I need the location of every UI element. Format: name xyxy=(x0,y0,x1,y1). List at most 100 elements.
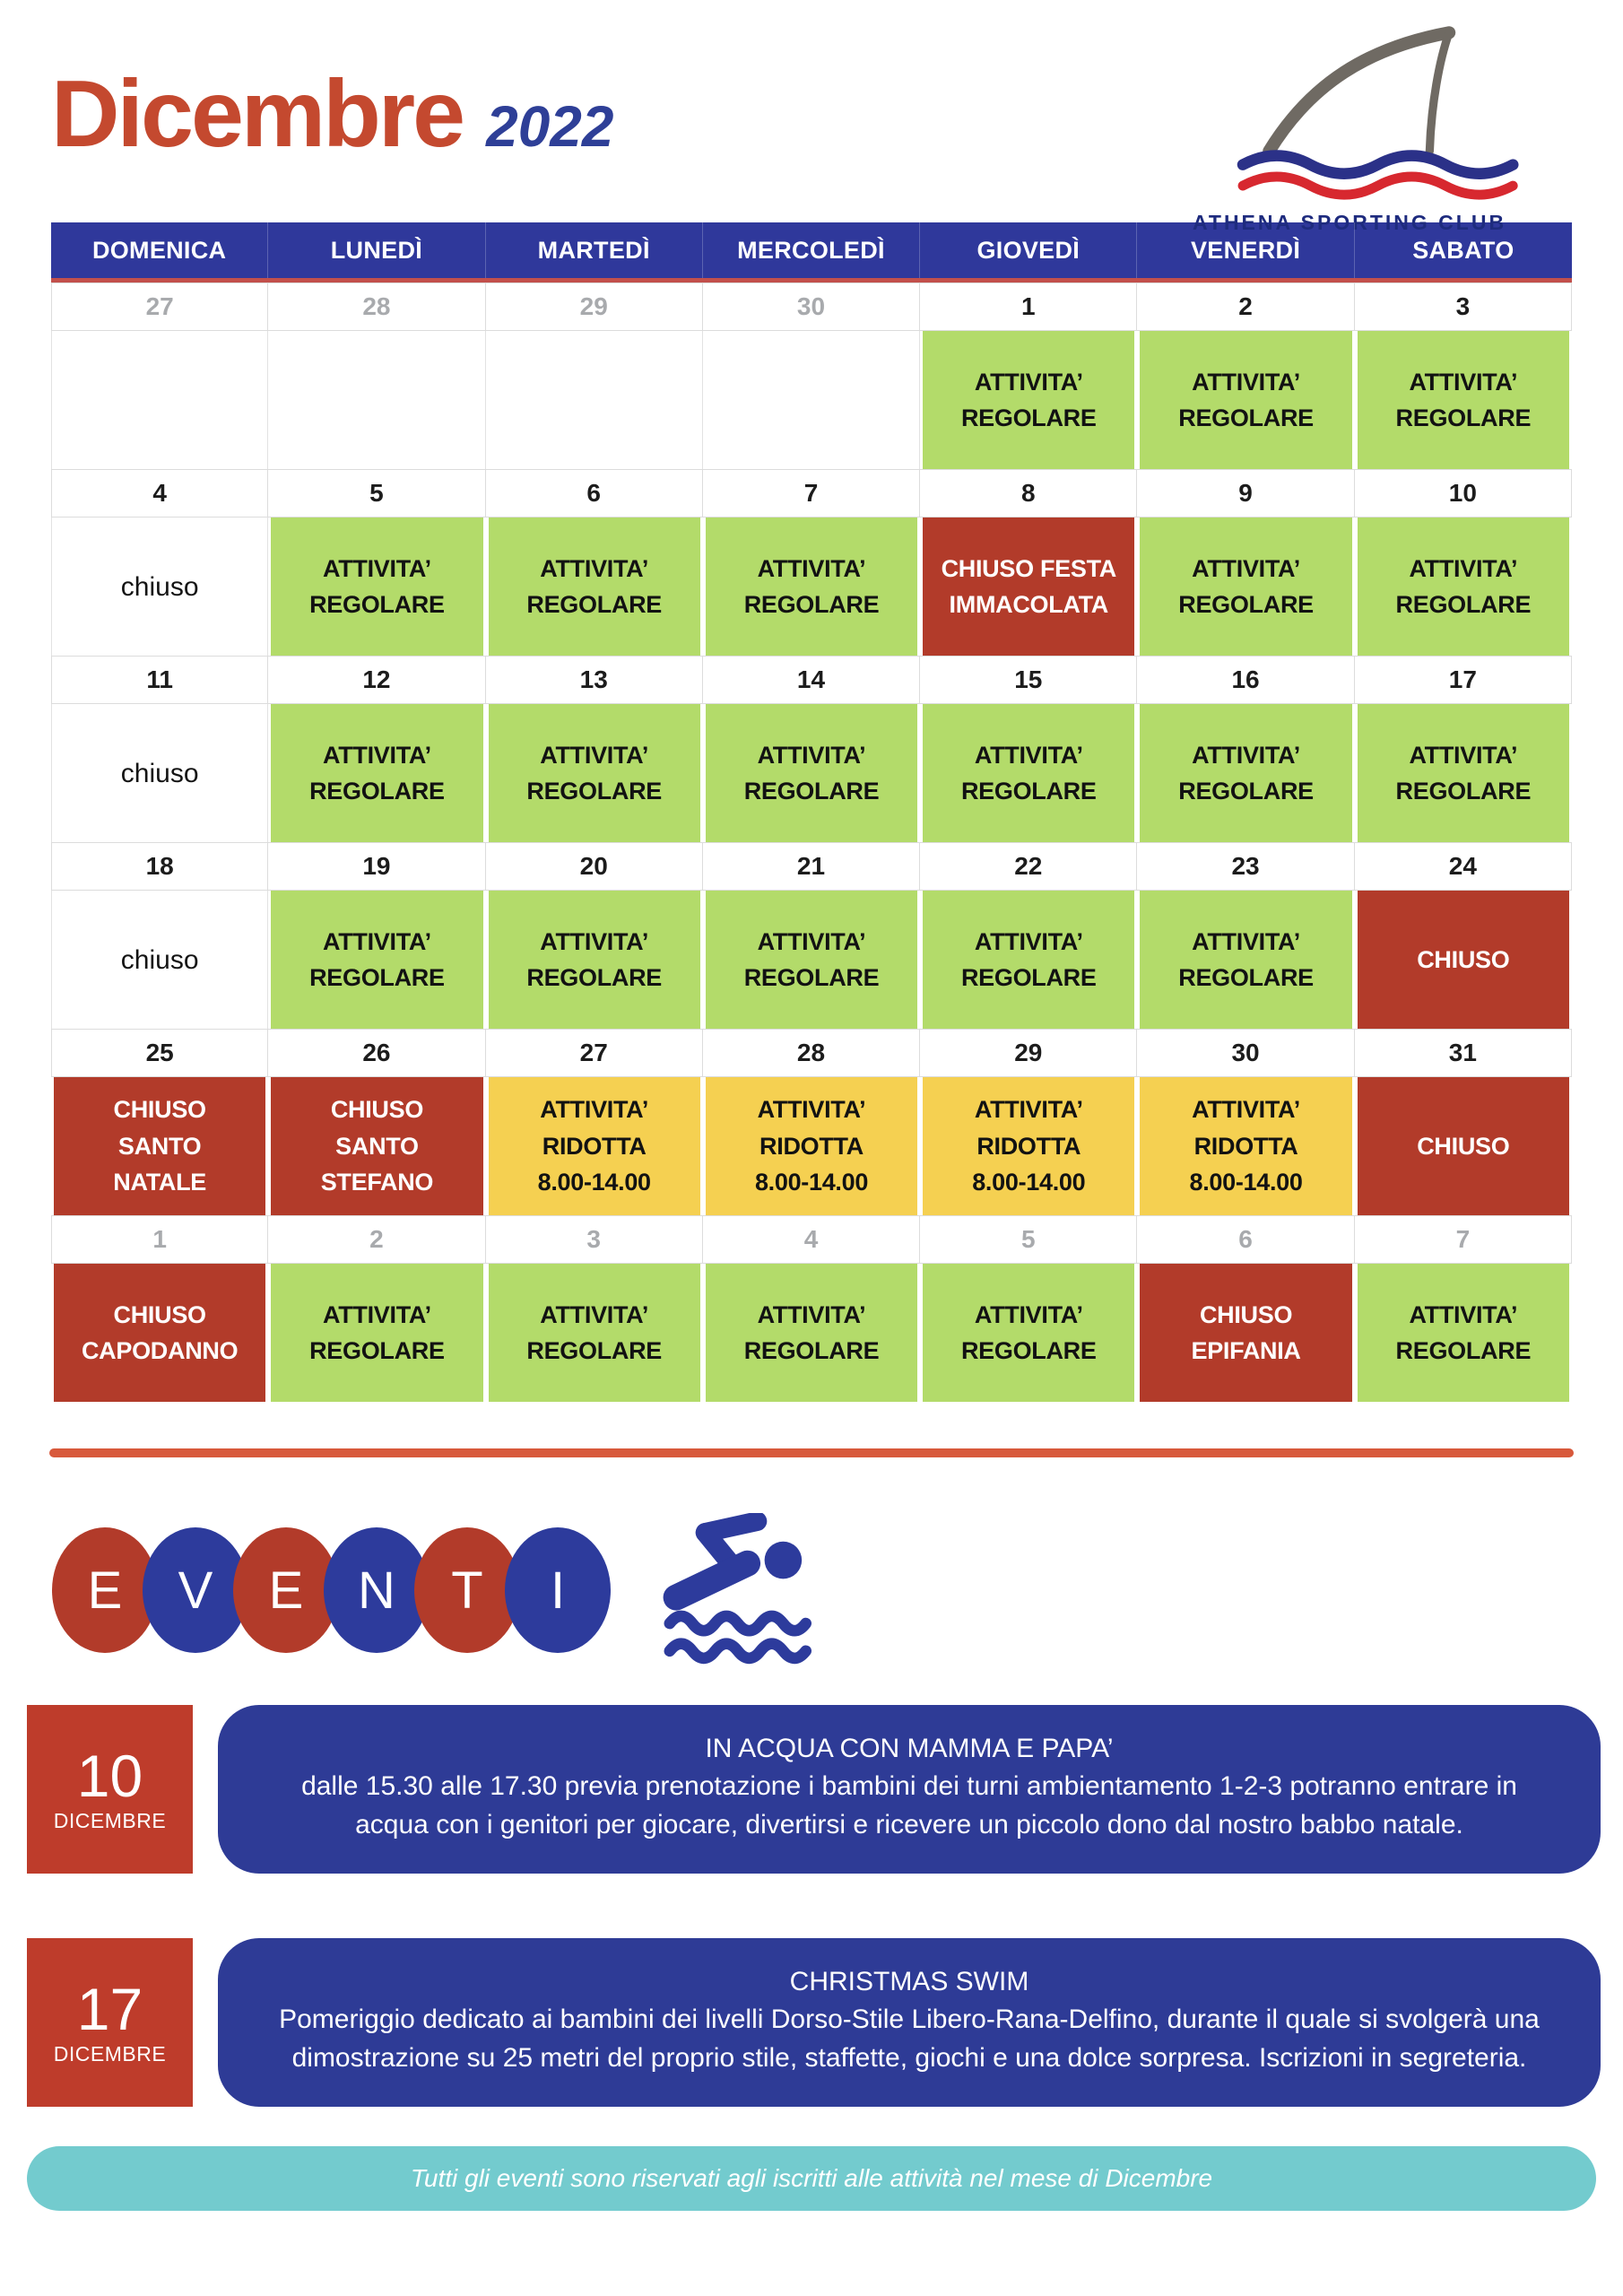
day-header: DOMENICA xyxy=(51,222,269,278)
date-cell: 2 xyxy=(1137,283,1355,330)
activity-cell-closed: CHIUSO SANTO STEFANO xyxy=(268,1077,486,1215)
activity-cell-regular: ATTIVITA’ REGOLARE xyxy=(268,891,486,1029)
activity-row: chiuso ATTIVITA’ REGOLARE ATTIVITA’ REGOLARE… xyxy=(51,704,1572,842)
activity-cell-reduced: ATTIVITA’ RIDOTTA 8.00-14.00 xyxy=(485,1077,703,1215)
club-name: ATHENA SPORTING CLUB xyxy=(1193,211,1507,234)
month-title: Dicembre xyxy=(51,61,465,167)
activity-cell-regular: ATTIVITA’ REGOLARE xyxy=(1354,517,1572,656)
activity-cell-regular: ATTIVITA’ REGOLARE xyxy=(702,704,921,842)
swimmer-icon xyxy=(663,1513,812,1665)
activity-cell-regular: ATTIVITA’ REGOLARE xyxy=(920,1264,1138,1402)
activity-cell-regular: ATTIVITA’ REGOLARE xyxy=(1137,517,1355,656)
activity-cell-regular: ATTIVITA’ REGOLARE xyxy=(1137,331,1355,469)
day-header: LUNEDÌ xyxy=(268,222,486,278)
date-cell: 17 xyxy=(1355,657,1572,703)
event-card: IN ACQUA CON MAMMA E PAPA’ dalle 15.30 a… xyxy=(218,1705,1601,1874)
event-date-number: 17 xyxy=(76,1975,143,2042)
shark-fin-waves-icon xyxy=(1237,26,1519,200)
activity-cell-regular: ATTIVITA’ REGOLARE xyxy=(485,891,703,1029)
date-cell: 1 xyxy=(51,1216,269,1263)
date-cell: 5 xyxy=(920,1216,1138,1263)
date-cell: 19 xyxy=(268,843,486,890)
eventi-letter-circle: N xyxy=(324,1527,430,1653)
date-cell: 5 xyxy=(268,470,486,517)
date-cell: 6 xyxy=(1137,1216,1355,1263)
date-cell: 4 xyxy=(51,470,269,517)
date-cell: 15 xyxy=(920,657,1138,703)
date-cell: 31 xyxy=(1355,1030,1572,1076)
activity-cell-reduced: ATTIVITA’ RIDOTTA 8.00-14.00 xyxy=(1137,1077,1355,1215)
date-cell: 30 xyxy=(1137,1030,1355,1076)
activity-row: CHIUSO SANTO NATALE CHIUSO SANTO STEFANO ATTIV… xyxy=(51,1077,1572,1215)
day-header: MERCOLEDÌ xyxy=(703,222,921,278)
eventi-letter-circle: I xyxy=(505,1527,611,1653)
event-date-number: 10 xyxy=(76,1742,143,1809)
date-cell: 6 xyxy=(486,470,703,517)
activity-cell-reduced: ATTIVITA’ RIDOTTA 8.00-14.00 xyxy=(702,1077,921,1215)
activity-cell-regular: ATTIVITA’ REGOLARE xyxy=(268,517,486,656)
activity-cell-regular: ATTIVITA’ REGOLARE xyxy=(1354,331,1572,469)
event-title: CHRISTMAS SWIM xyxy=(789,1967,1029,1997)
activity-cell-regular: ATTIVITA’ REGOLARE xyxy=(1354,1264,1572,1402)
activity-cell-empty xyxy=(702,331,921,469)
activity-cell-chiuso: chiuso xyxy=(51,891,269,1029)
date-cell: 28 xyxy=(703,1030,921,1076)
event-date-badge: 10 DICEMBRE xyxy=(27,1705,193,1874)
date-cell: 21 xyxy=(703,843,921,890)
date-cell: 25 xyxy=(51,1030,269,1076)
day-header: GIOVEDÌ xyxy=(920,222,1138,278)
date-cell: 11 xyxy=(51,657,269,703)
date-cell: 12 xyxy=(268,657,486,703)
activity-row: chiuso ATTIVITA’ REGOLARE ATTIVITA’ REGOLARE… xyxy=(51,891,1572,1029)
date-cell: 20 xyxy=(486,843,703,890)
activity-cell-regular: ATTIVITA’ REGOLARE xyxy=(702,517,921,656)
date-cell: 24 xyxy=(1355,843,1572,890)
activity-cell-reduced: ATTIVITA’ RIDOTTA 8.00-14.00 xyxy=(920,1077,1138,1215)
weekday-header-row: DOMENICA LUNEDÌ MARTEDÌ MERCOLEDÌ GIOVEDÌ VEN… xyxy=(51,222,1572,283)
activity-cell-empty xyxy=(51,331,269,469)
activity-cell-chiuso: chiuso xyxy=(51,704,269,842)
masthead: Dicembre 2022 ATHENA SPORTING CLUB xyxy=(0,0,1623,234)
activity-cell-closed: CHIUSO EPIFANIA xyxy=(1137,1264,1355,1402)
activity-cell-closed: CHIUSO xyxy=(1354,1077,1572,1215)
activity-row: chiuso ATTIVITA’ REGOLARE ATTIVITA’ REGOLARE… xyxy=(51,517,1572,656)
activity-cell-regular: ATTIVITA’ REGOLARE xyxy=(920,331,1138,469)
date-cell: 29 xyxy=(920,1030,1138,1076)
eventi-letter-circle: T xyxy=(414,1527,520,1653)
activity-cell-empty xyxy=(485,331,703,469)
activity-cell-regular: ATTIVITA’ REGOLARE xyxy=(1354,704,1572,842)
activity-cell-regular: ATTIVITA’ REGOLARE xyxy=(485,1264,703,1402)
activity-cell-closed: CHIUSO xyxy=(1354,891,1572,1029)
activity-cell-closed: CHIUSO SANTO NATALE xyxy=(51,1077,269,1215)
footer-note: Tutti gli eventi sono riservati agli isc… xyxy=(27,2146,1596,2211)
date-cell: 26 xyxy=(268,1030,486,1076)
date-cell: 27 xyxy=(51,283,269,330)
date-cell: 16 xyxy=(1137,657,1355,703)
year-title: 2022 xyxy=(486,94,614,159)
eventi-letter-circle: V xyxy=(143,1527,248,1653)
date-cell: 8 xyxy=(920,470,1138,517)
calendar-table: DOMENICA LUNEDÌ MARTEDÌ MERCOLEDÌ GIOVEDÌ VEN… xyxy=(51,222,1572,1402)
event-row: 10 DICEMBRE IN ACQUA CON MAMMA E PAPA’ d… xyxy=(27,1705,1601,1874)
date-row: 4 5 6 7 8 9 10 xyxy=(51,469,1572,517)
date-cell: 3 xyxy=(1355,283,1572,330)
event-card: CHRISTMAS SWIM Pomeriggio dedicato ai ba… xyxy=(218,1938,1601,2107)
date-cell: 13 xyxy=(486,657,703,703)
activity-row: ATTIVITA’ REGOLARE ATTIVITA’ REGOLARE ATTIVI… xyxy=(51,331,1572,469)
section-divider xyxy=(49,1448,1574,1457)
activity-cell-closed: CHIUSO FESTA IMMACOLATA xyxy=(920,517,1138,656)
eventi-letter-circle: E xyxy=(52,1527,158,1653)
event-date-month: DICEMBRE xyxy=(53,2041,167,2066)
date-cell: 28 xyxy=(268,283,486,330)
event-row: 17 DICEMBRE CHRISTMAS SWIM Pomeriggio de… xyxy=(27,1938,1601,2107)
event-description: dalle 15.30 alle 17.30 previa prenotazio… xyxy=(301,1771,1517,1839)
activity-cell-regular: ATTIVITA’ REGOLARE xyxy=(268,1264,486,1402)
day-header: MARTEDÌ xyxy=(486,222,703,278)
date-cell: 1 xyxy=(920,283,1138,330)
date-row: 27 28 29 30 1 2 3 xyxy=(51,283,1572,331)
date-cell: 22 xyxy=(920,843,1138,890)
